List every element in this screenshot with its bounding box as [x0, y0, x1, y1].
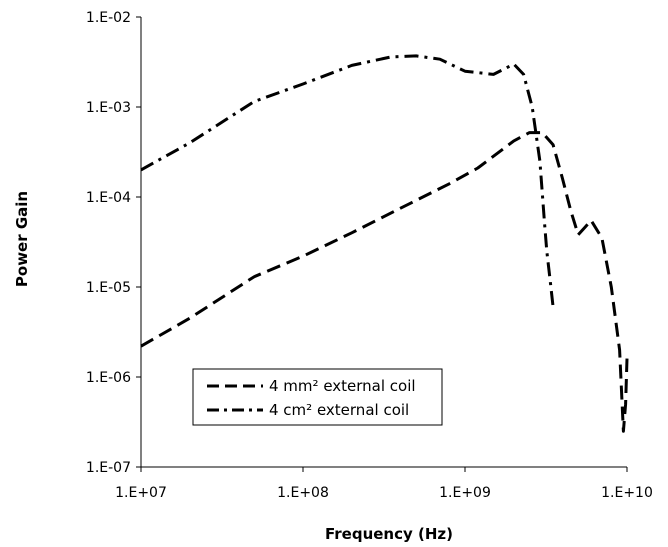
series-layer [140, 54, 629, 433]
x-axis-title: Frequency (Hz) [325, 525, 453, 543]
y-tick-label: 1.E-07 [86, 460, 131, 476]
y-tick-label: 1.E-04 [86, 190, 131, 206]
legend-label-series-2: 4 cm² external coil [269, 401, 409, 419]
x-tick-label: 1.E+08 [277, 485, 329, 501]
axes-layer [140, 17, 627, 468]
y-tick-label: 1.E-03 [86, 100, 131, 116]
legend-box [192, 368, 443, 426]
series-line-2 [140, 54, 557, 312]
ticks-layer: 1.E+07 1.E+08 1.E+09 1.E+10 1.E-07 1.E-06 1.E-… [86, 10, 653, 501]
y-axis-title: Power Gain [13, 191, 31, 287]
y-tick-label: 1.E-06 [86, 370, 131, 386]
x-tick-label: 1.E+09 [439, 485, 491, 501]
x-tick-label: 1.E+10 [601, 485, 653, 501]
x-tick-label: 1.E+07 [115, 485, 167, 501]
series-line-1 [140, 131, 629, 433]
y-tick-label: 1.E-05 [86, 280, 131, 296]
legend: 4 mm² external coil 4 cm² external coil [192, 368, 443, 426]
legend-label-series-1: 4 mm² external coil [269, 377, 416, 395]
y-tick-label: 1.E-02 [86, 10, 131, 26]
